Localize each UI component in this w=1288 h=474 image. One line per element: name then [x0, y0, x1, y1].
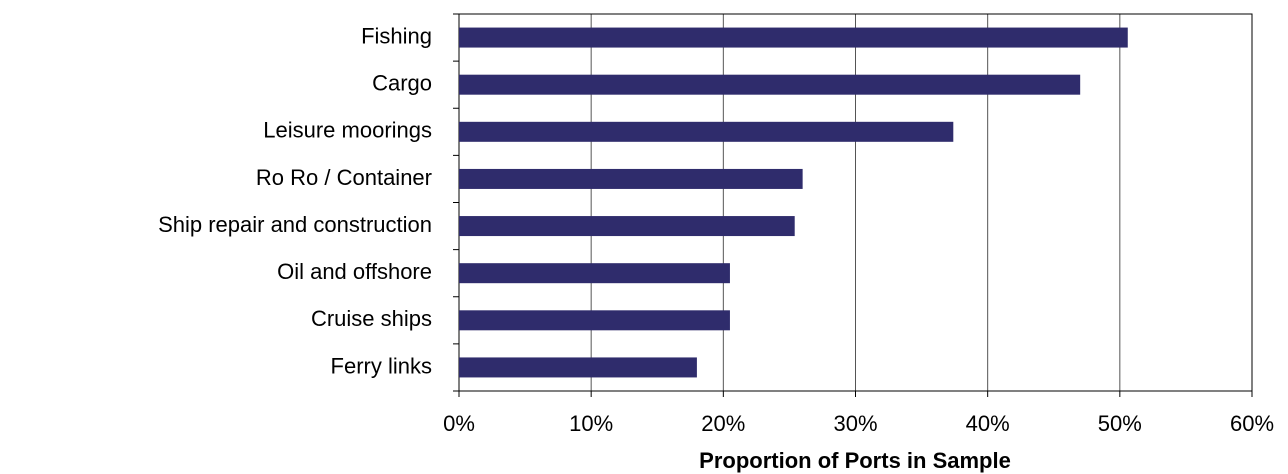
x-axis-title: Proportion of Ports in Sample: [699, 448, 1011, 473]
y-tick-label: Cruise ships: [311, 306, 432, 331]
y-tick-label: Ship repair and construction: [158, 212, 432, 237]
x-tick-label: 0%: [443, 411, 475, 436]
y-tick-label: Leisure moorings: [263, 118, 432, 143]
bar: [459, 310, 730, 331]
x-tick-label: 60%: [1230, 411, 1274, 436]
bar: [459, 121, 954, 142]
y-tick-label: Oil and offshore: [277, 259, 432, 284]
bar: [459, 263, 730, 284]
bar: [459, 357, 697, 378]
bar: [459, 216, 795, 237]
x-tick-label: 50%: [1098, 411, 1142, 436]
y-tick-label: Ferry links: [331, 353, 432, 378]
bar: [459, 74, 1081, 95]
x-tick-label: 20%: [701, 411, 745, 436]
x-tick-label: 30%: [833, 411, 877, 436]
x-tick-label: 10%: [569, 411, 613, 436]
y-tick-label: Fishing: [361, 23, 432, 48]
y-tick-label: Cargo: [372, 71, 432, 96]
y-tick-label: Ro Ro / Container: [256, 165, 432, 190]
bar: [459, 27, 1128, 48]
x-tick-label: 40%: [966, 411, 1010, 436]
bar: [459, 168, 803, 189]
